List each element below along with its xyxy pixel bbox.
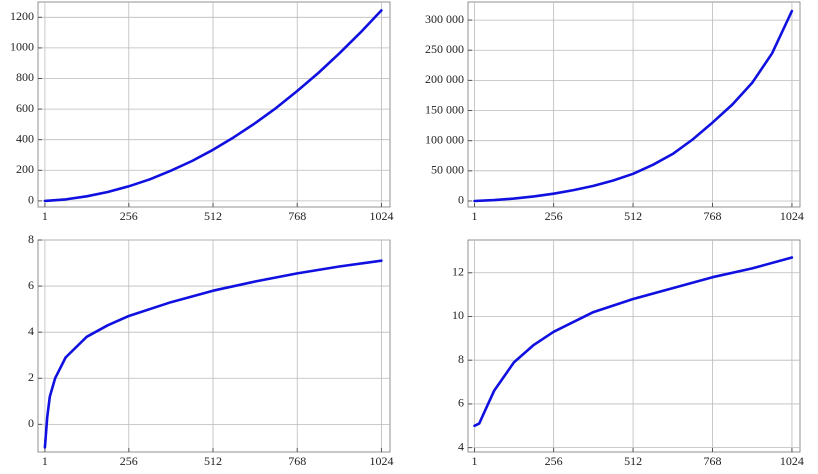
data-line <box>473 9 794 203</box>
y-tick-label: 6 <box>28 278 34 292</box>
x-tick-label: 256 <box>120 209 138 223</box>
y-tick-label: 200 <box>16 162 34 176</box>
x-tick-label: 256 <box>545 209 563 223</box>
data-line <box>43 259 383 449</box>
x-tick-label: 512 <box>624 209 642 223</box>
y-tick-label: 8 <box>28 232 34 246</box>
y-tick-label: 200 000 <box>425 72 464 86</box>
y-tick-label: 10 <box>452 308 464 322</box>
y-tick-label: 4 <box>458 439 464 453</box>
y-tick-label: 2 <box>28 370 34 384</box>
x-tick-label: 1024 <box>780 209 804 223</box>
x-tick-label: 512 <box>204 209 222 223</box>
x-tick-label: 256 <box>545 454 563 468</box>
x-tick-label: 768 <box>704 209 722 223</box>
y-tick-label: 800 <box>16 70 34 84</box>
x-tick-label: 1 <box>42 209 48 223</box>
y-tick-label: 600 <box>16 101 34 115</box>
plot-frame <box>467 1 801 208</box>
y-tick-label: 1000 <box>10 40 34 54</box>
x-tick-label: 512 <box>624 454 642 468</box>
x-tick-label: 1 <box>42 454 48 468</box>
y-tick-label: 12 <box>452 265 464 279</box>
y-tick-label: 0 <box>458 193 464 207</box>
x-tick-label: 1 <box>472 209 478 223</box>
data-line <box>473 256 794 428</box>
plot-frame <box>37 239 391 453</box>
y-tick-label: 0 <box>28 416 34 430</box>
plot-frame <box>467 239 801 453</box>
x-tick-label: 1 <box>472 454 478 468</box>
x-tick-label: 768 <box>704 454 722 468</box>
y-tick-label: 150 000 <box>425 102 464 116</box>
x-tick-label: 512 <box>204 454 222 468</box>
x-tick-label: 768 <box>288 209 306 223</box>
y-tick-label: 100 000 <box>425 132 464 146</box>
x-tick-label: 768 <box>288 454 306 468</box>
y-tick-label: 50 000 <box>431 163 464 177</box>
y-tick-label: 300 000 <box>425 12 464 26</box>
data-line <box>43 9 383 203</box>
x-tick-label: 256 <box>120 454 138 468</box>
y-tick-label: 400 <box>16 131 34 145</box>
y-tick-label: 4 <box>28 324 34 338</box>
y-tick-label: 1200 <box>10 9 34 23</box>
plot-frame <box>37 1 391 208</box>
x-tick-label: 1024 <box>369 209 393 223</box>
x-tick-label: 1024 <box>780 454 804 468</box>
y-tick-label: 8 <box>458 352 464 366</box>
y-tick-label: 0 <box>28 193 34 207</box>
y-tick-label: 250 000 <box>425 42 464 56</box>
y-tick-label: 6 <box>458 396 464 410</box>
x-tick-label: 1024 <box>369 454 393 468</box>
